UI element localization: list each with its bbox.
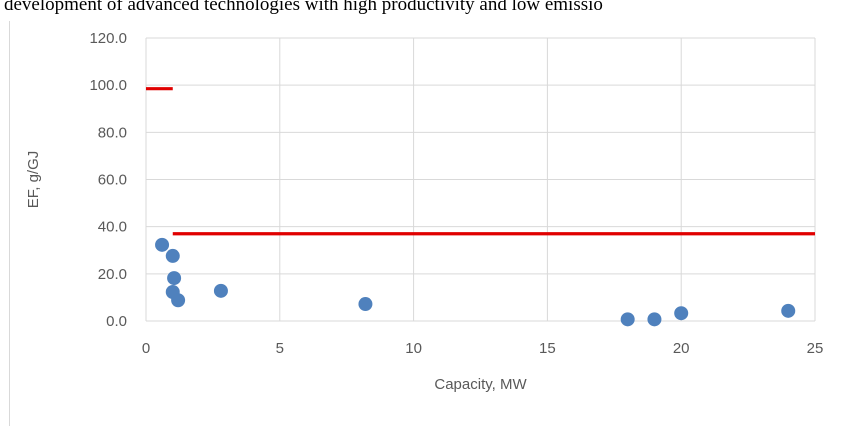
x-tick-label: 15 xyxy=(539,340,556,357)
y-tick-labels: 0.0 20.0 40.0 60.0 80.0 100.0 120.0 xyxy=(89,30,127,330)
y-tick-label: 80.0 xyxy=(98,124,127,141)
x-tick-label: 0 xyxy=(142,340,150,357)
data-point xyxy=(165,248,180,263)
y-tick-label: 100.0 xyxy=(89,77,127,94)
chart-frame xyxy=(9,21,845,426)
data-point xyxy=(781,303,796,318)
x-tick-label: 25 xyxy=(807,340,824,357)
data-point xyxy=(674,306,689,321)
grid-lines xyxy=(145,37,816,322)
y-tick-label: 0.0 xyxy=(106,313,127,330)
x-axis-title: Capacity, MW xyxy=(434,376,527,393)
y-tick-label: 60.0 xyxy=(98,172,127,189)
x-tick-label: 20 xyxy=(673,340,690,357)
y-tick-label: 20.0 xyxy=(98,266,127,283)
x-tick-labels: 0 5 10 15 20 25 xyxy=(142,340,824,357)
data-point xyxy=(358,297,373,312)
caption-fragment: development of advanced technologies wit… xyxy=(4,0,603,15)
data-point xyxy=(155,237,170,252)
x-tick-label: 10 xyxy=(405,340,422,357)
data-point xyxy=(167,271,182,286)
data-point xyxy=(620,312,635,327)
x-tick-label: 5 xyxy=(276,340,284,357)
y-axis-title: EF, g/GJ xyxy=(25,151,42,209)
data-point xyxy=(213,283,228,298)
data-point xyxy=(647,312,662,327)
data-points xyxy=(155,237,796,327)
y-tick-label: 120.0 xyxy=(89,30,127,47)
y-tick-label: 40.0 xyxy=(98,219,127,236)
data-point xyxy=(171,293,186,308)
reference-lines xyxy=(146,87,815,236)
